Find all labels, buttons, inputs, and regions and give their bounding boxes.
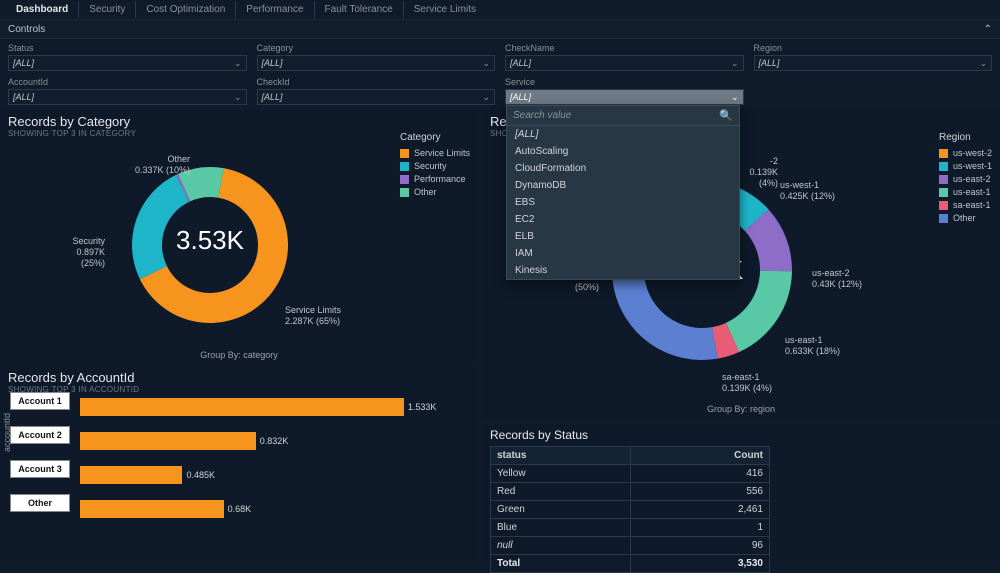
legend-item[interactable]: us-west-2 (939, 148, 992, 158)
table-row[interactable]: null96 (491, 537, 770, 555)
table-row[interactable]: Green2,461 (491, 501, 770, 519)
service-dropdown-panel: Search value 🔍 [ALL] AutoScaling CloudFo… (506, 105, 740, 280)
legend-item[interactable]: Service Limits (400, 148, 470, 158)
tab-service-limits[interactable]: Service Limits (404, 1, 486, 18)
chevron-down-icon: ⌄ (482, 58, 490, 69)
filter-accountid-select[interactable]: [ALL]⌄ (8, 89, 247, 105)
tab-cost-optimization[interactable]: Cost Optimization (136, 1, 236, 18)
panel-records-by-status: Records by Status status Count Yellow416… (482, 424, 1000, 560)
bar-label: Account 2 (10, 426, 70, 444)
dropdown-item[interactable]: EC2 (507, 211, 739, 228)
status-table: status Count Yellow416Red556Green2,461Bl… (490, 446, 770, 573)
chart-legend: Category Service Limits Security Perform… (400, 132, 470, 197)
account-bar-chart[interactable]: accountIdAccount 11.533KAccount 20.832KA… (80, 392, 418, 552)
search-icon: 🔍 (719, 109, 733, 122)
chevron-down-icon: ⌄ (482, 92, 490, 103)
dropdown-item[interactable]: [ALL] (507, 126, 739, 143)
dropdown-item[interactable]: DynamoDB (507, 177, 739, 194)
filter-status: Status [ALL]⌄ (8, 43, 247, 71)
bar-row[interactable]: Account 30.485K (80, 460, 418, 490)
dropdown-item[interactable]: CloudFormation (507, 160, 739, 177)
bar-label: Other (10, 494, 70, 512)
filter-checkid: CheckId [ALL]⌄ (257, 77, 496, 105)
filter-service: Service [ALL]⌄ (505, 77, 744, 105)
panel-title: Records by Category (0, 110, 478, 129)
dropdown-item[interactable]: ELB (507, 228, 739, 245)
chart-legend: Region us-west-2 us-west-1 us-east-2 us-… (939, 132, 992, 223)
dropdown-item[interactable]: EBS (507, 194, 739, 211)
filter-checkid-select[interactable]: [ALL]⌄ (257, 89, 496, 105)
legend-item[interactable]: Other (400, 187, 470, 197)
filter-label: Status (8, 43, 247, 53)
legend-item[interactable]: us-west-1 (939, 161, 992, 171)
group-by-label: Group By: region (482, 404, 1000, 414)
panel-records-by-category: Records by Category SHOWING TOP 3 IN CAT… (0, 110, 478, 364)
bar-value: 1.533K (408, 402, 437, 412)
slice-label: Security0.897K (25%) (60, 236, 105, 268)
table-row-total: Total3,530 (491, 555, 770, 573)
bar-row[interactable]: Other0.68K (80, 494, 418, 524)
panel-records-by-accountid: Records by AccountId SHOWING TOP 3 IN AC… (0, 366, 478, 560)
tab-performance[interactable]: Performance (236, 1, 314, 18)
table-row[interactable]: Yellow416 (491, 465, 770, 483)
filter-category: Category [ALL]⌄ (257, 43, 496, 71)
legend-item[interactable]: Security (400, 161, 470, 171)
filters-panel: Status [ALL]⌄ Category [ALL]⌄ CheckName … (0, 39, 1000, 113)
legend-title: Category (400, 132, 470, 143)
chevron-down-icon: ⌄ (234, 58, 242, 69)
filter-checkname: CheckName [ALL]⌄ (505, 43, 744, 71)
bar-row[interactable]: Account 20.832K (80, 426, 418, 456)
dropdown-item[interactable]: AutoScaling (507, 143, 739, 160)
panel-title: Records by Status (482, 424, 1000, 442)
legend-item[interactable]: sa-east-1 (939, 200, 992, 210)
table-row[interactable]: Blue1 (491, 519, 770, 537)
group-by-label: Group By: category (0, 350, 478, 360)
chevron-down-icon: ⌄ (731, 58, 739, 69)
tab-fault-tolerance[interactable]: Fault Tolerance (315, 1, 404, 18)
slice-label: sa-east-10.139K (4%) (722, 372, 772, 394)
filter-service-select[interactable]: [ALL]⌄ (505, 89, 744, 105)
legend-item[interactable]: Other (939, 213, 992, 223)
legend-item[interactable]: us-east-1 (939, 187, 992, 197)
filter-status-select[interactable]: [ALL]⌄ (8, 55, 247, 71)
table-header[interactable]: status (491, 447, 631, 465)
filter-accountid: AccountId [ALL]⌄ (8, 77, 247, 105)
slice-label: us-east-20.43K (12%) (812, 268, 862, 290)
table-row[interactable]: Red556 (491, 483, 770, 501)
bar-label: Account 1 (10, 392, 70, 410)
chevron-down-icon: ⌄ (234, 92, 242, 103)
panel-title: Records by AccountId (0, 366, 478, 385)
slice-label: us-west-10.425K (12%) (780, 180, 835, 202)
tab-security[interactable]: Security (79, 1, 136, 18)
dropdown-search[interactable]: Search value 🔍 (507, 106, 739, 126)
tab-dashboard[interactable]: Dashboard (6, 1, 79, 18)
dropdown-item[interactable]: IAM (507, 245, 739, 262)
filter-region-select[interactable]: [ALL]⌄ (754, 55, 993, 71)
dropdown-item[interactable]: Kinesis (507, 262, 739, 279)
slice-label: us-east-10.633K (18%) (785, 335, 840, 357)
chevron-down-icon: ⌄ (979, 58, 987, 69)
bar-value: 0.485K (186, 470, 215, 480)
legend-title: Region (939, 132, 992, 143)
filter-checkname-select[interactable]: [ALL]⌄ (505, 55, 744, 71)
filter-region: Region [ALL]⌄ (754, 43, 993, 71)
chevron-down-icon: ⌄ (731, 92, 739, 103)
search-placeholder: Search value (513, 110, 571, 121)
filter-category-select[interactable]: [ALL]⌄ (257, 55, 496, 71)
bar-label: Account 3 (10, 460, 70, 478)
bar-value: 0.68K (228, 504, 252, 514)
table-header[interactable]: Count (631, 447, 770, 465)
tab-bar: Dashboard Security Cost Optimization Per… (0, 0, 1000, 20)
legend-item[interactable]: Performance (400, 174, 470, 184)
slice-label: Other0.337K (10%) (130, 154, 190, 176)
legend-item[interactable]: us-east-2 (939, 174, 992, 184)
collapse-icon[interactable]: ⌃ (984, 24, 992, 35)
bar-row[interactable]: Account 11.533K (80, 392, 418, 422)
controls-label: Controls (8, 24, 45, 35)
controls-header: Controls ⌃ (0, 20, 1000, 39)
slice-label: Service Limits2.287K (65%) (285, 305, 341, 327)
bar-value: 0.832K (260, 436, 289, 446)
